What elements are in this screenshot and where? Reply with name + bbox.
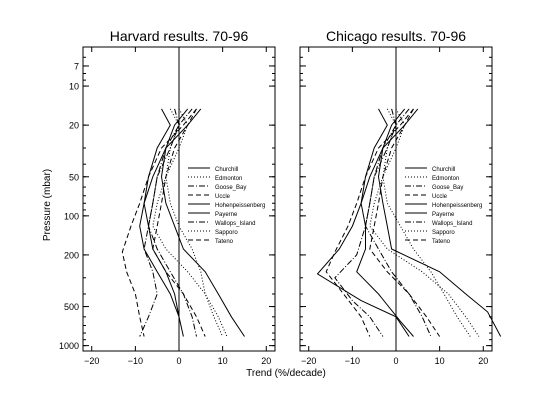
series-line-hohenpeissenberg: [316, 108, 419, 337]
legend-label: Goose_Bay: [432, 185, 463, 191]
legend-label: Churchill: [215, 167, 238, 173]
x-tick-label: 20: [261, 356, 271, 366]
legend-label: Goose_Bay: [215, 185, 246, 191]
legend-label: Wallops_Island: [215, 221, 255, 227]
legend-label: Hohenpeissenberg: [215, 203, 265, 209]
x-tick-label: −10: [345, 356, 360, 366]
y-tick-label: 500: [64, 302, 79, 312]
series-line-wallops-island: [147, 108, 197, 337]
x-tick-label: 0: [393, 356, 398, 366]
x-tick-label: 10: [218, 356, 228, 366]
series-line-uccle: [121, 108, 197, 337]
y-axis-label: Pressure (mbar): [42, 169, 53, 241]
x-tick-label: −20: [84, 356, 99, 366]
x-axis-label: Trend (%/decade): [246, 368, 326, 379]
legend-label: Sapporo: [215, 230, 238, 236]
legend-label: Edmonton: [432, 176, 459, 182]
chart-title: Chicago results. 70-96: [326, 28, 466, 44]
panel-chicago: Chicago results. 70-96 −20 −10 0 10 20 Churchi…: [299, 28, 502, 366]
legend-label: Uccle: [215, 194, 231, 200]
legend-label: Wallops_Island: [432, 221, 472, 227]
y-tick-label: 7: [74, 61, 79, 71]
legend-label: Uccle: [432, 194, 448, 200]
series-line-goose-bay: [139, 108, 193, 337]
y-tick-label: 20: [69, 121, 79, 131]
y-tick-label: 50: [69, 172, 79, 182]
legend-label: Payerne: [215, 212, 238, 218]
x-tick-label: −10: [128, 356, 143, 366]
series-line-tateno: [152, 108, 206, 337]
y-tick-label: 10: [69, 82, 79, 92]
legend-label: Tateno: [432, 239, 451, 245]
x-tick-label: 20: [478, 356, 488, 366]
legend-label: Churchill: [432, 167, 455, 173]
y-tick-label: 100: [64, 211, 79, 221]
panel-harvard: Harvard results. 70-96 −20 −10 0 10 20 7 10 20 50…: [59, 28, 276, 366]
series-line-wallops-island: [364, 108, 432, 337]
series-line-sapporo: [369, 108, 480, 337]
x-tick-label: 0: [176, 356, 181, 366]
legend-label: Payerne: [432, 212, 455, 218]
x-tick-label: −20: [301, 356, 316, 366]
legend-label: Hohenpeissenberg: [432, 203, 482, 209]
legend-label: Sapporo: [432, 230, 455, 236]
chart-title: Harvard results. 70-96: [110, 28, 249, 44]
x-tick-label: 10: [435, 356, 445, 366]
y-tick-label: 1000: [59, 341, 79, 351]
series-line-uccle: [325, 108, 414, 337]
legend-label: Edmonton: [215, 176, 242, 182]
series-line-goose-bay: [334, 108, 410, 337]
series-line-edmonton: [165, 108, 224, 337]
series-line-tateno: [369, 108, 441, 337]
legend-label: Tateno: [215, 239, 234, 245]
y-tick-label: 200: [64, 250, 79, 260]
